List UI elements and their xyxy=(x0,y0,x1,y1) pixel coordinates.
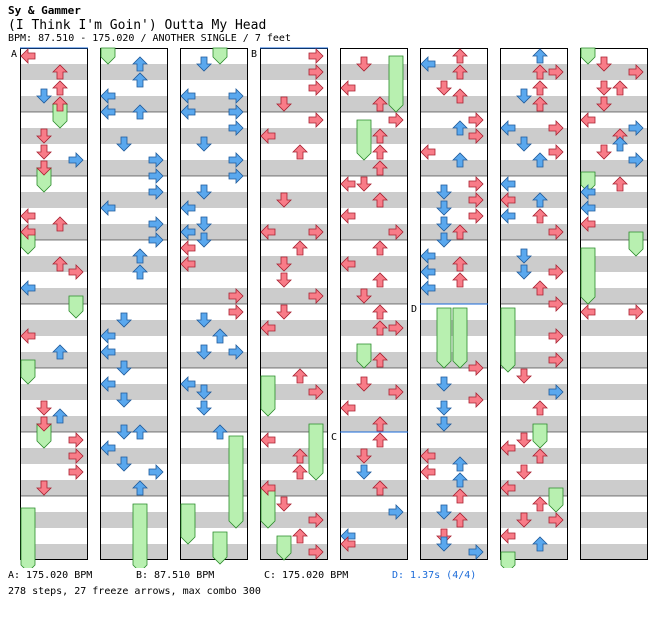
song-info: BPM: 87.510 - 175.020 / ANOTHER SINGLE /… xyxy=(8,33,291,44)
song-header: Sy & Gammer (I Think I'm Goin') Outta My… xyxy=(8,4,291,45)
freeze-arrow xyxy=(276,535,292,561)
bpm-legend-c: C: 175.020 BPM xyxy=(264,570,349,581)
freeze-arrow xyxy=(452,307,468,369)
step-chart: A B C D xyxy=(11,47,648,568)
freeze-arrow xyxy=(20,507,36,568)
stop-legend-d: D: 1.37s (4/4) xyxy=(392,570,477,581)
freeze-arrow xyxy=(212,47,228,65)
freeze-arrow xyxy=(388,55,404,113)
freeze-arrow xyxy=(580,47,596,65)
freeze-arrow xyxy=(212,531,228,565)
step-stats: 278 steps, 27 freeze arrows, max combo 3… xyxy=(8,586,261,597)
marker-d: D xyxy=(411,304,417,315)
chart-footer: A: 175.020 BPM B: 87.510 BPM C: 175.020 BP… xyxy=(8,568,476,600)
freeze-arrow xyxy=(436,307,452,369)
freeze-arrow xyxy=(548,487,564,513)
freeze-arrow xyxy=(308,423,324,481)
freeze-arrow xyxy=(628,231,644,257)
freeze-arrow xyxy=(20,359,36,385)
freeze-arrow xyxy=(100,47,116,65)
freeze-arrow xyxy=(180,503,196,545)
marker-a: A xyxy=(11,49,17,60)
bpm-legend-a: A: 175.020 BPM xyxy=(8,570,93,581)
freeze-arrow xyxy=(356,343,372,369)
freeze-arrow xyxy=(500,307,516,373)
freeze-arrow xyxy=(260,375,276,417)
song-title: (I Think I'm Goin') Outta My Head xyxy=(8,18,267,33)
freeze-arrow xyxy=(580,171,596,193)
marker-b: B xyxy=(251,49,257,60)
chart-column-border xyxy=(580,48,648,560)
freeze-arrow xyxy=(500,551,516,568)
marker-c: C xyxy=(331,432,337,443)
bpm-legend-b: B: 87.510 BPM xyxy=(136,570,215,581)
freeze-arrow xyxy=(356,119,372,161)
freeze-arrow xyxy=(532,423,548,449)
freeze-arrow xyxy=(228,435,244,529)
freeze-arrow xyxy=(580,247,596,305)
chart-column-border xyxy=(340,48,408,560)
freeze-arrow xyxy=(68,295,84,319)
song-artist: Sy & Gammer xyxy=(8,4,81,17)
freeze-arrow xyxy=(132,503,148,568)
chart-column-border xyxy=(500,48,568,560)
